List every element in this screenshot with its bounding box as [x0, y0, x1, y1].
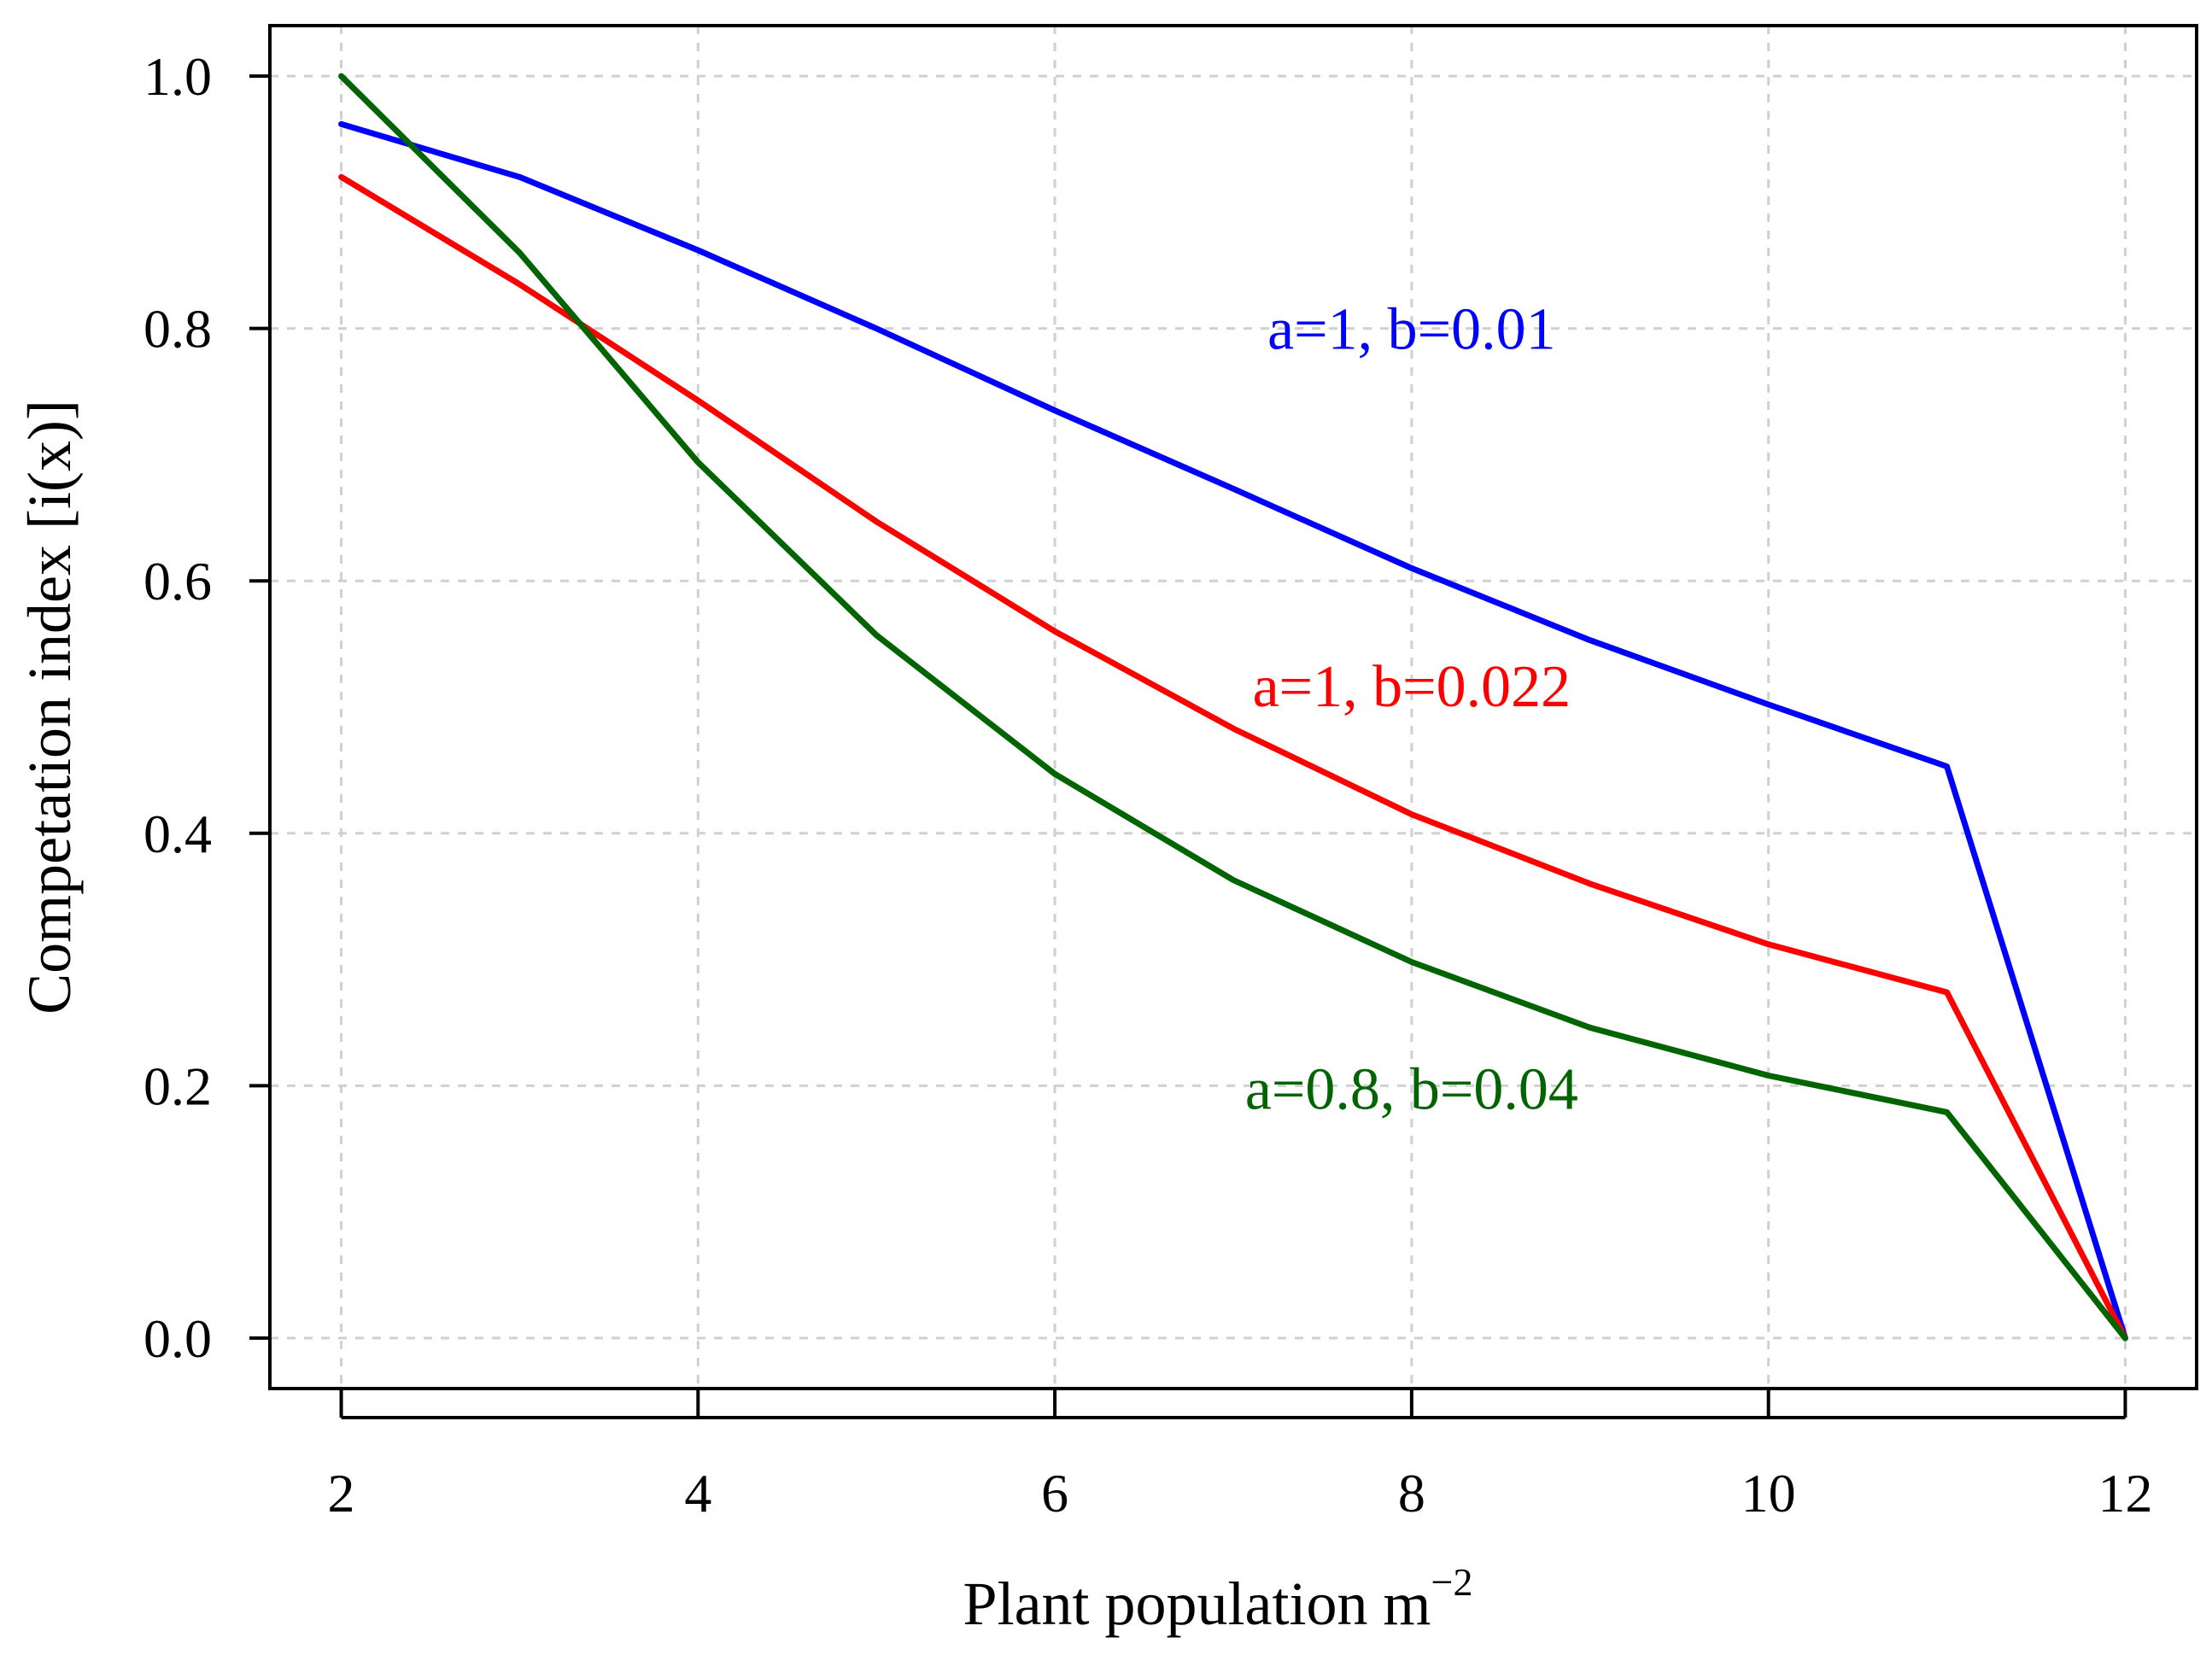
x-axis-title-main: Plant population m: [963, 1570, 1431, 1638]
series-line-1: [338, 173, 2128, 1342]
x-axis-title-exponent: −2: [1431, 1560, 1473, 1604]
series-label-2: a=0.8, b=0.04: [1245, 1056, 1578, 1122]
x-tick-label-4: 10: [1741, 1463, 1796, 1523]
x-tick-label-1: 4: [684, 1463, 711, 1523]
series-layer: [338, 73, 2128, 1342]
y-tick-label-5: 1.0: [143, 46, 212, 107]
x-tick-label-0: 2: [328, 1463, 355, 1523]
x-axis-title: Plant population m−2: [963, 1560, 1473, 1638]
axes-layer: 2 4 6 8 10 12 0.0 0.2 0.4 0.6 0.8 1.0: [143, 46, 2152, 1523]
label-layer: a=1, b=0.01 a=1, b=0.022 a=0.8, b=0.04: [1245, 297, 1578, 1123]
x-tick-label-2: 6: [1041, 1463, 1068, 1523]
series-line-0: [338, 120, 2128, 1342]
y-tick-label-3: 0.6: [143, 551, 212, 611]
y-axis-title: Competation index [i(x)]: [15, 400, 84, 1015]
series-line-2: [338, 73, 2128, 1342]
y-tick-label-0: 0.0: [143, 1308, 212, 1369]
x-tick-label-3: 8: [1398, 1463, 1425, 1523]
series-label-1: a=1, b=0.022: [1253, 654, 1571, 720]
grid-layer: [270, 26, 2197, 1389]
plot-frame: [268, 24, 2198, 1390]
y-tick-label-1: 0.2: [143, 1056, 212, 1116]
series-label-0: a=1, b=0.01: [1267, 297, 1556, 363]
x-tick-label-5: 12: [2098, 1463, 2152, 1523]
y-tick-label-4: 0.8: [143, 299, 212, 360]
y-tick-label-2: 0.4: [143, 804, 212, 864]
